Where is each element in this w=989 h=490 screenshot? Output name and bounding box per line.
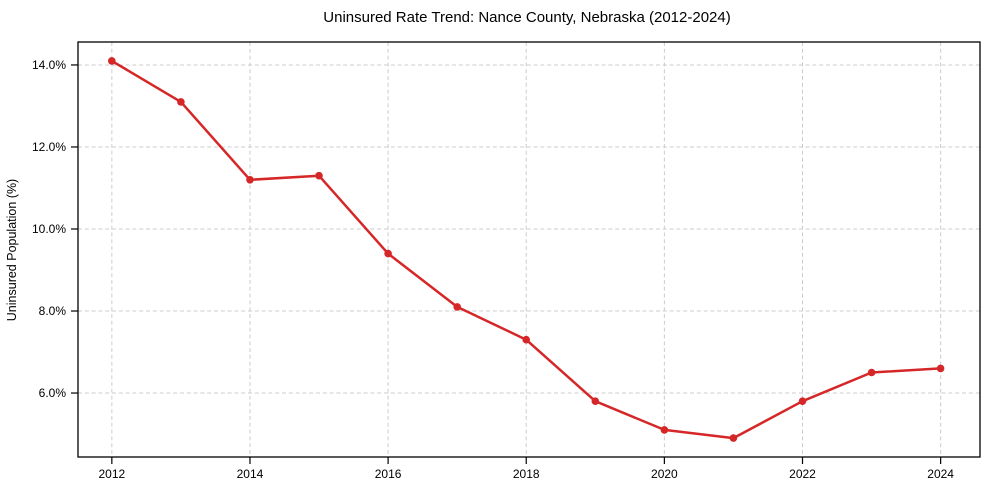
data-point	[246, 176, 254, 184]
data-point	[177, 98, 185, 106]
data-point	[591, 397, 600, 406]
data-point	[522, 335, 530, 344]
data-point	[384, 249, 392, 258]
data-point	[798, 397, 807, 406]
grid-lines	[78, 42, 980, 457]
data-point	[660, 426, 669, 434]
data-point	[936, 364, 945, 373]
x-tick-label: 2022	[789, 467, 816, 481]
tick-labels: 6.0% 8.0% 10.0% 12.0% 14.0% 2012 2014 2016 2018 2…	[32, 58, 954, 481]
y-tick-label: 8.0%	[39, 304, 67, 318]
x-tick-label: 2012	[98, 467, 125, 481]
y-axis-label: Uninsured Population (%)	[5, 179, 19, 321]
y-tick-label: 14.0%	[32, 58, 66, 72]
data-point	[453, 303, 462, 311]
x-tick-label: 2024	[927, 467, 954, 481]
x-tick-label: 2014	[237, 467, 264, 481]
x-tick-label: 2018	[513, 467, 540, 481]
x-tick-label: 2020	[651, 467, 678, 481]
axis-ticks	[71, 64, 942, 464]
x-tick-label: 2016	[375, 467, 402, 481]
y-tick-label: 12.0%	[32, 140, 66, 154]
data-point	[867, 368, 876, 377]
data-point	[729, 434, 738, 442]
chart-title: Uninsured Rate Trend: Nance County, Nebr…	[323, 9, 730, 26]
y-tick-label: 10.0%	[32, 222, 66, 236]
y-tick-label: 6.0%	[39, 386, 67, 400]
data-point	[315, 171, 323, 180]
data-point	[108, 57, 116, 65]
plot-border	[77, 41, 981, 458]
data-series	[108, 57, 945, 442]
